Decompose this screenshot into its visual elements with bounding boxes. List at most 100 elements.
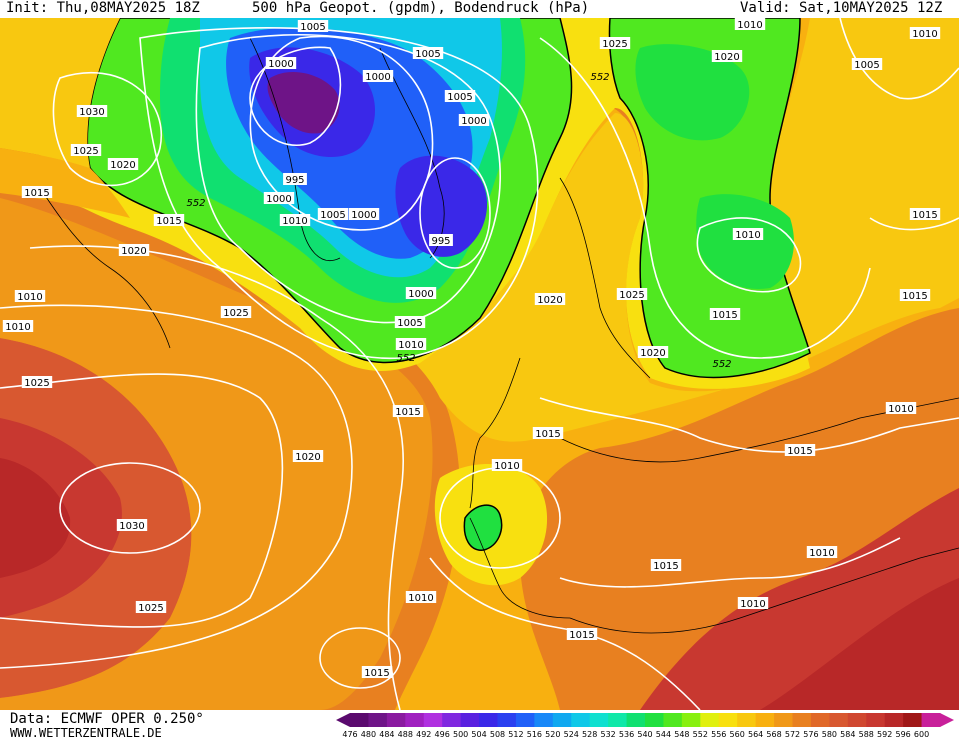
scale-swatch: [497, 713, 517, 727]
scale-label: 600: [914, 730, 929, 739]
scale-label: 516: [527, 730, 542, 739]
scale-label: 492: [416, 730, 431, 739]
svg-text:1015: 1015: [712, 310, 737, 321]
svg-text:1005: 1005: [320, 210, 345, 221]
isobar-label: 1010: [806, 546, 838, 559]
isobar-label: 1020: [637, 346, 669, 359]
scale-label: 520: [545, 730, 560, 739]
scale-label: 504: [471, 730, 486, 739]
scale-label: 568: [766, 730, 781, 739]
scale-swatch: [792, 713, 812, 727]
scale-swatch: [718, 713, 738, 727]
scale-swatch: [534, 713, 554, 727]
scale-label: 484: [379, 730, 394, 739]
svg-text:1010: 1010: [5, 322, 30, 333]
scale-swatch: [829, 713, 849, 727]
scale-swatch: [479, 713, 498, 727]
svg-text:1010: 1010: [888, 404, 913, 415]
isobar-labels: 1005 1005 1000 1000 1005 1000 1025 1020 1005 1030…: [2, 18, 941, 679]
scale-label: 540: [637, 730, 652, 739]
isobar-label: 1010: [14, 290, 46, 303]
isobar-label: 1010: [491, 459, 523, 472]
isobar-label: 1015: [709, 308, 741, 321]
isobar-label: 1015: [784, 444, 816, 457]
isobar-label: 1010: [279, 214, 311, 227]
svg-text:1025: 1025: [138, 603, 163, 614]
scale-swatch: [810, 713, 830, 727]
isobar-label: 1005: [317, 208, 349, 221]
isobar-label: 1025: [599, 37, 631, 50]
scale-label: 476: [342, 730, 357, 739]
svg-text:1015: 1015: [569, 630, 594, 641]
contour-552-labels: 552 552 552 552: [186, 72, 731, 370]
isobar-1030: [59, 462, 201, 554]
scale-label: 500: [453, 730, 468, 739]
color-scale-legend: 476 480 484 488 492 496 500 504 508 512 516 520 524 5…: [336, 713, 954, 739]
scale-swatch: [589, 713, 609, 727]
scale-swatch: [626, 713, 646, 727]
scale-swatch: [460, 713, 480, 727]
init-time-label: Init: Thu,08MAY2025 18Z: [6, 0, 200, 16]
isobar-label: 1000: [348, 208, 380, 221]
isobar-label: 1015: [392, 405, 424, 418]
scale-arrow-low: [336, 713, 350, 727]
isobar-label: 1015: [153, 214, 185, 227]
geopotential-band-592b: [0, 458, 71, 578]
svg-text:1030: 1030: [119, 521, 144, 532]
scale-label: 528: [582, 730, 597, 739]
svg-text:995: 995: [431, 236, 450, 247]
scale-label: 548: [674, 730, 689, 739]
svg-text:1010: 1010: [740, 599, 765, 610]
isobar-label: 1010: [737, 597, 769, 610]
isobar-label: 1015: [909, 208, 941, 221]
trough-secondary-core: [395, 155, 488, 257]
isobar-label: 1015: [21, 186, 53, 199]
scale-label: 560: [730, 730, 745, 739]
svg-text:1015: 1015: [364, 668, 389, 679]
svg-text:1000: 1000: [365, 72, 390, 83]
footer-bar: Data: ECMWF OPER 0.250° WWW.WETTERZENTRA…: [0, 710, 959, 741]
contour-552-label: 552: [712, 359, 731, 370]
svg-text:1025: 1025: [619, 290, 644, 301]
svg-text:1010: 1010: [17, 292, 42, 303]
scale-label: 596: [895, 730, 910, 739]
isobar-label: 1020: [534, 293, 566, 306]
isobar-label: 1025: [220, 306, 252, 319]
svg-text:1015: 1015: [395, 407, 420, 418]
scale-label: 588: [859, 730, 874, 739]
scale-label: 544: [656, 730, 671, 739]
cutoff-low-iberia: [463, 504, 503, 551]
svg-text:1015: 1015: [787, 446, 812, 457]
scale-swatch: [608, 713, 628, 727]
scale-swatch: [350, 713, 369, 727]
svg-text:1010: 1010: [282, 216, 307, 227]
isobar-label: 1020: [711, 50, 743, 63]
scale-label: 572: [785, 730, 800, 739]
scale-swatch: [442, 713, 462, 727]
scale-swatch: [645, 713, 664, 727]
scale-swatch: [405, 713, 425, 727]
header-bar: Init: Thu,08MAY2025 18Z 500 hPa Geopot. …: [0, 0, 959, 18]
scale-swatch: [368, 713, 388, 727]
svg-text:1015: 1015: [653, 561, 678, 572]
scale-label: 592: [877, 730, 892, 739]
scale-swatch: [755, 713, 775, 727]
scale-label: 536: [619, 730, 634, 739]
svg-text:1030: 1030: [79, 107, 104, 118]
isobar-label: 1020: [107, 158, 139, 171]
isobar-label: 1010: [885, 402, 917, 415]
isobar-label: 1025: [70, 144, 102, 157]
isobar-label: 1010: [734, 18, 766, 31]
scale-swatch: [552, 713, 572, 727]
isobar-label: 1025: [616, 288, 648, 301]
trough-east-band-544b: [696, 194, 794, 289]
svg-text:1010: 1010: [408, 593, 433, 604]
svg-text:1000: 1000: [461, 116, 486, 127]
svg-text:1015: 1015: [24, 188, 49, 199]
svg-text:1010: 1010: [912, 29, 937, 40]
contour-552-label: 552: [186, 198, 205, 209]
trough-east-band-544: [635, 44, 750, 141]
svg-text:1015: 1015: [156, 216, 181, 227]
scale-swatch: [884, 713, 904, 727]
isobar-label: 1015: [650, 559, 682, 572]
